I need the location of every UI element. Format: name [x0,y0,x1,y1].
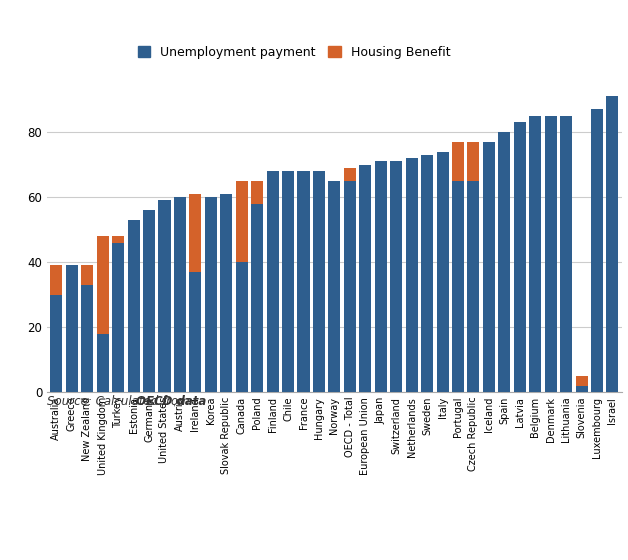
Bar [575,385,588,392]
Bar [220,194,232,392]
Bar [66,265,78,392]
Bar [205,197,217,392]
Bar [406,158,418,392]
Bar [190,272,202,392]
Bar [143,210,155,392]
Bar [498,132,511,392]
Bar [591,109,603,392]
Bar [251,204,263,392]
Bar [112,236,124,242]
Bar [282,171,294,392]
Bar [50,295,62,392]
Bar [174,197,186,392]
Bar [483,142,495,392]
Bar [421,155,433,392]
Bar [97,334,109,392]
Bar [236,181,248,262]
Bar [97,236,109,334]
Bar [267,171,279,392]
Bar [560,116,572,392]
Bar [50,265,62,295]
Bar [436,152,448,392]
Text: Source: Calculated from: Source: Calculated from [47,395,193,408]
Bar [575,376,588,385]
Bar [127,220,139,392]
Bar [251,181,263,204]
Bar [607,96,619,392]
Bar [328,181,340,392]
Bar [236,262,248,392]
Bar [375,161,387,392]
Text: OECD data: OECD data [136,395,207,408]
Bar [359,165,371,392]
Bar [81,265,94,285]
Bar [514,123,526,392]
Bar [158,200,171,392]
Bar [390,161,402,392]
Bar [112,242,124,392]
Bar [344,168,356,181]
Bar [529,116,541,392]
Bar [452,181,464,392]
Bar [467,181,479,392]
Bar [544,116,556,392]
Bar [344,181,356,392]
Bar [190,194,202,272]
Bar [81,285,94,392]
Bar [467,142,479,181]
Bar [313,171,325,392]
Legend: Unemployment payment, Housing Benefit: Unemployment payment, Housing Benefit [133,41,455,64]
Bar [298,171,310,392]
Bar [452,142,464,181]
